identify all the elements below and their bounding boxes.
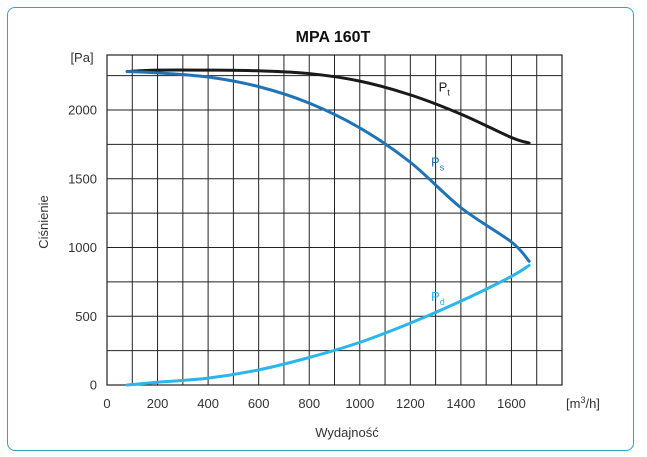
chart-title: MPA 160T — [296, 29, 371, 46]
x-tick-label: 200 — [147, 396, 169, 411]
y-unit: [Pa] — [70, 50, 93, 65]
y-tick-label: 500 — [75, 309, 97, 324]
series-labels: Pt Ps Pd — [431, 79, 450, 307]
series-label-pt: Pt — [439, 79, 451, 97]
series-line-ps — [125, 70, 531, 263]
x-tick-label: 400 — [197, 396, 219, 411]
tick-labels: 0 200 400 600 800 1000 1200 1400 1600 0 500 1000 150… — [68, 103, 526, 412]
grid — [106, 54, 563, 386]
y-tick-label: 1500 — [68, 171, 97, 186]
series-line-pt — [125, 68, 531, 145]
x-tick-label: 800 — [298, 396, 320, 411]
x-tick-label: 1400 — [446, 396, 475, 411]
x-tick-label: 1600 — [497, 396, 526, 411]
x-axis-label: Wydajność — [315, 425, 379, 440]
series-line-pd — [125, 263, 531, 387]
x-tick-label: 1000 — [345, 396, 374, 411]
x-tick-label: 0 — [103, 396, 110, 411]
x-tick-label: 1200 — [396, 396, 425, 411]
y-tick-label: 1000 — [68, 240, 97, 255]
y-tick-label: 0 — [90, 378, 97, 393]
x-unit: [m3/h] — [566, 395, 600, 411]
y-axis-label: Ciśnienie — [36, 195, 51, 248]
y-tick-label: 2000 — [68, 103, 97, 118]
chart-frame — [7, 7, 634, 451]
series-label-pd: Pd — [431, 289, 445, 307]
series-label-ps: Ps — [431, 154, 445, 172]
series-lines — [125, 68, 531, 387]
x-tick-label: 600 — [248, 396, 270, 411]
